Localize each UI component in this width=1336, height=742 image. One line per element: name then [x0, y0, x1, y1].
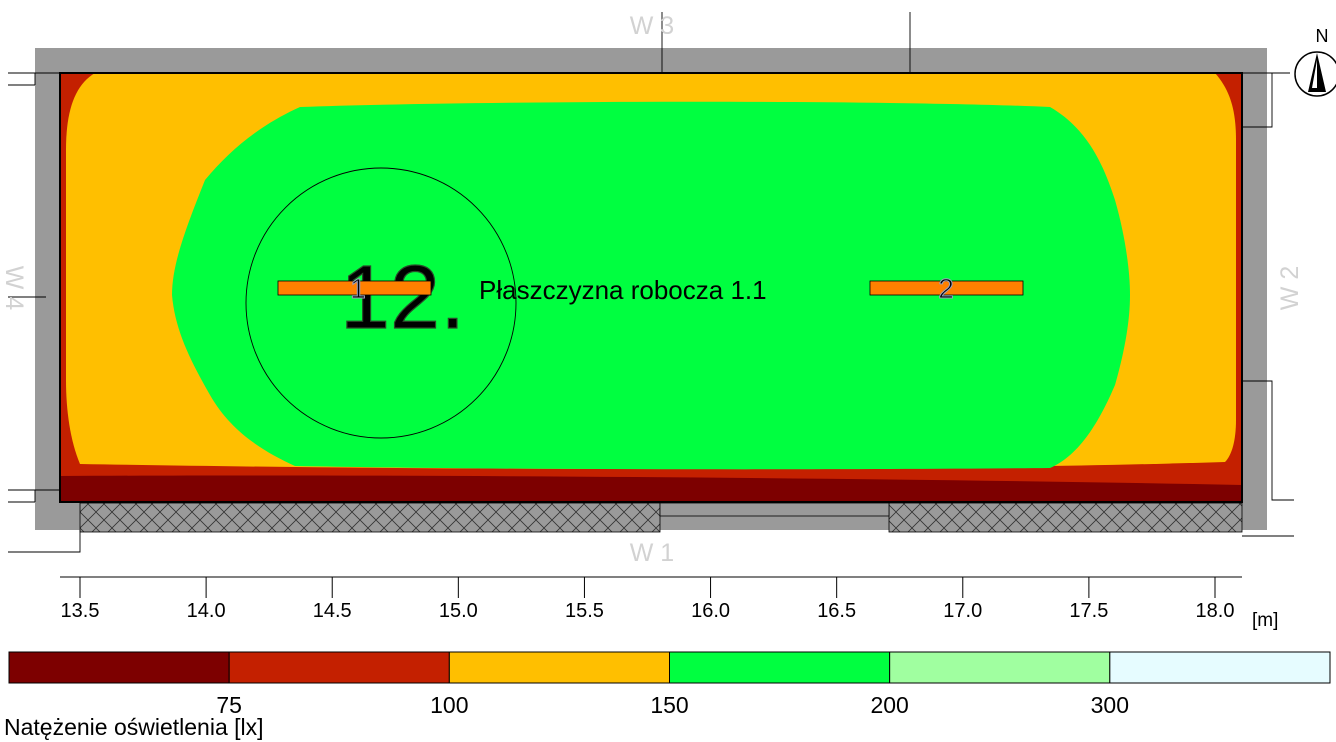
- legend-threshold-label: 75: [216, 692, 242, 718]
- legend-swatch: [669, 651, 891, 684]
- x-tick-label: 14.0: [187, 600, 226, 622]
- x-axis-ticks: 13.5 14.0 14.5 15.0 15.5 16.0 16.5 17.0 17.5 18.0: [61, 577, 1235, 622]
- x-tick-label: 13.5: [61, 600, 100, 622]
- structure-lines: [8, 12, 1294, 553]
- legend-title: Natężenie oświetlenia [lx]: [4, 714, 264, 740]
- legend-threshold-label: 150: [650, 692, 688, 718]
- x-axis-unit: [m]: [1252, 610, 1278, 631]
- legend-swatch: [228, 651, 450, 684]
- window-right: [888, 502, 1243, 533]
- x-tick-label: 15.5: [565, 600, 604, 622]
- x-tick-label: 17.0: [943, 600, 982, 622]
- legend-swatch: [448, 651, 671, 684]
- legend-threshold-label: 200: [870, 692, 908, 718]
- x-tick-label: 17.5: [1069, 600, 1108, 622]
- luminaire-2: [869, 280, 1024, 296]
- compass-label: N: [1316, 26, 1329, 46]
- wall-label-bottom: W 1: [630, 539, 674, 567]
- x-tick-label: 15.0: [439, 600, 478, 622]
- legend-threshold-label: 100: [430, 692, 468, 718]
- north-compass-icon: [1294, 51, 1336, 97]
- room-number-circle: [245, 167, 517, 439]
- wall-label-top: W 3: [630, 12, 674, 40]
- zone-150-200: [172, 101, 1130, 470]
- luminaire-1: [277, 280, 432, 296]
- legend-swatch: [8, 651, 230, 684]
- legend-swatch: [889, 651, 1111, 684]
- luminaire-1-label: 1: [350, 273, 366, 304]
- plane-label: Płaszczyzna robocza 1.1: [479, 275, 767, 305]
- wall-label-left: W 4: [0, 266, 28, 311]
- x-tick-label: 18.0: [1196, 600, 1235, 622]
- window-left: [79, 502, 661, 533]
- legend-bar: [8, 651, 1331, 684]
- legend-thresholds: 75 100 150 200 300: [216, 692, 1129, 718]
- legend-threshold-label: 300: [1091, 692, 1129, 718]
- room-number: 12.: [340, 248, 465, 348]
- door-opening: [659, 502, 890, 517]
- luminaire-2-label: 2: [938, 273, 954, 304]
- x-tick-label: 14.5: [313, 600, 352, 622]
- x-tick-label: 16.5: [817, 600, 856, 622]
- x-tick-label: 16.0: [691, 600, 730, 622]
- wall-label-right: W 2: [1276, 266, 1304, 310]
- room-outline: [59, 72, 1243, 503]
- legend-swatch: [1109, 651, 1331, 684]
